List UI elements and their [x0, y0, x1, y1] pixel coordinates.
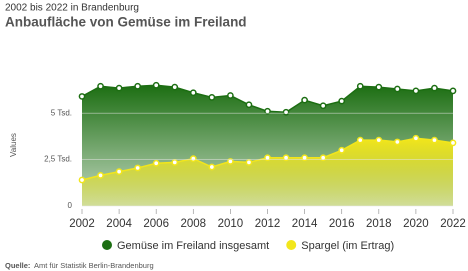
y-tick-label: 5 Tsd.	[51, 108, 72, 117]
y-axis-label: Values	[9, 133, 18, 157]
data-point	[134, 82, 141, 90]
data-point	[171, 159, 179, 166]
legend-marker	[102, 240, 112, 250]
data-point	[356, 82, 364, 90]
x-tick-label: 2008	[181, 218, 207, 230]
data-point	[189, 155, 197, 162]
data-point	[171, 83, 179, 91]
data-point	[78, 93, 86, 100]
data-point	[375, 136, 383, 144]
x-tick-label: 2020	[403, 218, 429, 230]
data-point	[245, 101, 253, 109]
data-point	[152, 159, 160, 167]
chart-title: Anbaufläche von Gemüse im Freiland	[5, 15, 247, 30]
area-fill	[82, 138, 453, 206]
data-point	[449, 139, 457, 147]
data-point	[78, 176, 86, 184]
x-tick-label: 2002	[69, 218, 95, 230]
data-point	[431, 84, 438, 92]
data-point	[338, 97, 346, 105]
data-point	[394, 138, 401, 146]
x-tick-label: 2014	[292, 218, 318, 230]
data-point	[208, 163, 216, 171]
data-point	[319, 154, 327, 162]
data-point	[227, 158, 234, 165]
data-point	[412, 134, 420, 142]
x-tick-label: 2016	[329, 218, 355, 230]
x-tick-label: 2022	[440, 218, 466, 230]
data-point	[97, 82, 104, 90]
data-point	[394, 85, 401, 93]
legend-marker	[286, 240, 297, 250]
data-point	[301, 154, 308, 162]
data-point	[449, 87, 457, 95]
data-point	[134, 164, 141, 172]
data-point	[189, 89, 197, 97]
source-label: Quelle:	[5, 261, 30, 270]
data-point	[338, 146, 346, 154]
data-point	[152, 81, 160, 89]
source: Amt für Statistik Berlin-Brandenburg	[34, 261, 154, 270]
data-point	[208, 94, 216, 101]
data-point	[227, 92, 234, 99]
data-point	[301, 96, 308, 104]
data-point	[282, 154, 290, 162]
x-tick-label: 2006	[143, 218, 169, 230]
data-point	[282, 108, 290, 116]
data-point	[264, 107, 271, 115]
data-point	[115, 84, 123, 92]
x-tick-label: 2018	[366, 218, 392, 230]
y-tick-label: 0	[68, 201, 73, 210]
data-point	[319, 102, 327, 110]
plot-area	[78, 81, 457, 206]
data-point	[245, 159, 253, 166]
data-point	[356, 136, 364, 144]
y-tick-label: 2,5 Tsd.	[44, 155, 72, 164]
chart-subtitle: 2002 bis 2022 in Brandenburg	[5, 3, 139, 14]
data-point	[412, 87, 420, 95]
x-tick-label: 2004	[106, 218, 132, 230]
data-point	[115, 168, 123, 175]
x-tick-label: 2010	[218, 218, 244, 230]
data-point	[97, 172, 104, 179]
data-point	[264, 154, 271, 162]
data-point	[375, 83, 383, 91]
legend-label: Gemüse im Freiland insgesamt	[117, 240, 269, 252]
data-point	[431, 136, 438, 144]
x-tick-label: 2012	[255, 218, 281, 230]
legend-label: Spargel (im Ertrag)	[301, 240, 394, 252]
